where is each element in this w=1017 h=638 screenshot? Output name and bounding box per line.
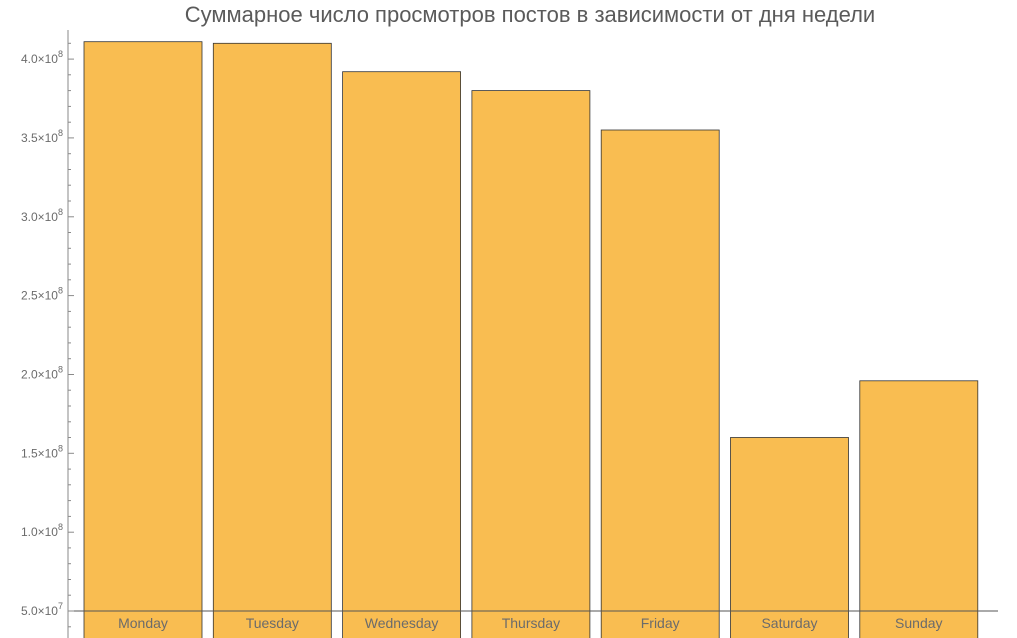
bar-tuesday: [212, 42, 332, 638]
axes-layer: [67, 30, 998, 638]
bars-layer: [83, 41, 979, 638]
y-tick-label: 1.5×108: [21, 443, 63, 460]
x-tick-label: Saturday: [761, 615, 817, 631]
x-tick-label: Tuesday: [246, 615, 299, 631]
x-tick-label: Sunday: [895, 615, 942, 631]
bar-saturday: [730, 437, 849, 638]
bar-monday: [83, 41, 203, 638]
x-tick-label: Monday: [118, 615, 168, 631]
x-tick-label: Wednesday: [365, 615, 439, 631]
y-tick-label: 1.0×108: [21, 522, 63, 539]
y-tick-label: 3.0×108: [21, 207, 63, 224]
bar-wednesday: [342, 71, 462, 638]
bar-friday: [600, 129, 720, 638]
bar-thursday: [471, 90, 591, 638]
bar-sunday: [859, 380, 979, 638]
x-tick-label: Friday: [641, 615, 680, 631]
y-tick-label: 3.5×108: [21, 128, 63, 145]
y-tick-label: 2.0×108: [21, 365, 63, 382]
labels-layer: 5.0×107 1.0×108 1.5×108 2.0×108 2.5×108 3.0×1…: [21, 49, 943, 631]
chart-title: Суммарное число просмотров постов в зави…: [185, 2, 875, 27]
x-tick-label: Thursday: [502, 615, 560, 631]
y-tick-label: 5.0×107: [21, 601, 63, 618]
y-tick-label: 4.0×108: [21, 49, 63, 66]
y-tick-label: 2.5×108: [21, 286, 63, 303]
